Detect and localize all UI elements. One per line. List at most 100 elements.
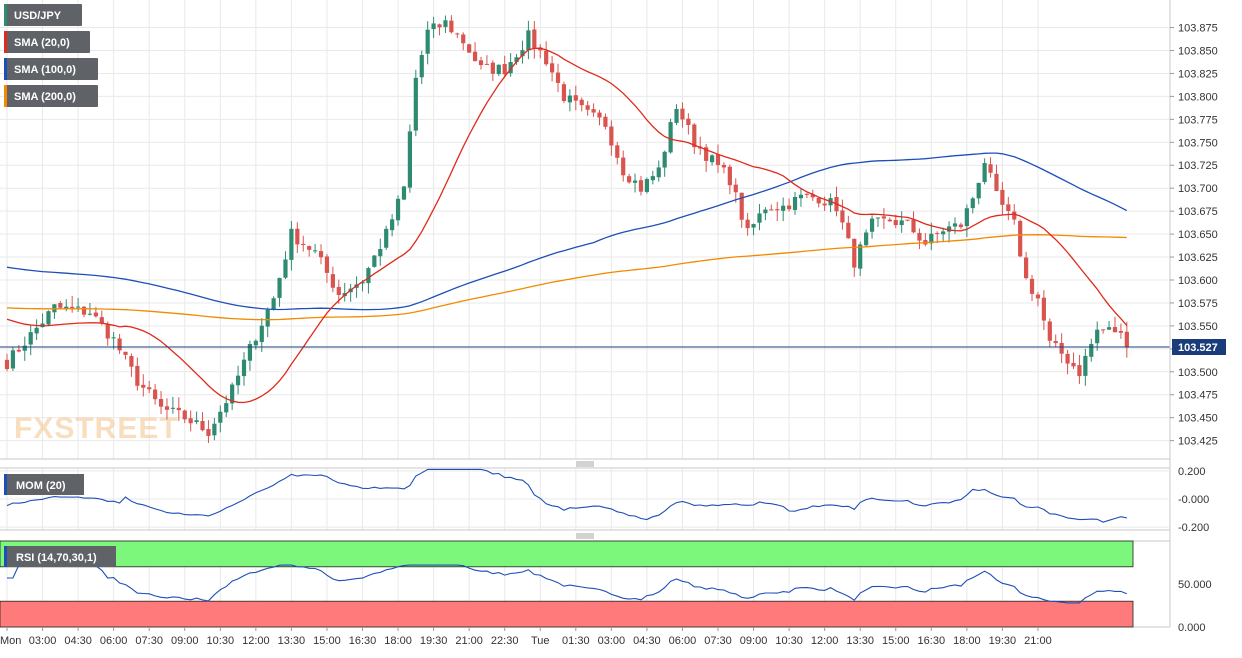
candle-body xyxy=(22,345,27,351)
candle-body xyxy=(153,389,158,400)
candle-body xyxy=(1101,329,1106,331)
legend-item-bg xyxy=(4,4,82,26)
price-tick-label: 103.725 xyxy=(1178,160,1218,172)
candle-body xyxy=(1012,211,1017,220)
candle-body xyxy=(911,219,916,233)
candle-body xyxy=(662,151,667,168)
legend-item: SMA (20,0) xyxy=(4,31,90,53)
candle-body xyxy=(324,256,330,273)
candle-body xyxy=(1065,353,1070,364)
candle-body xyxy=(443,20,448,27)
rsi-line xyxy=(7,564,1128,604)
candle-body xyxy=(188,418,193,424)
rsi-panel: 50.000 0.000 xyxy=(0,540,1212,634)
candle-body xyxy=(692,124,697,148)
legend-color-swatch xyxy=(4,58,7,80)
time-tick-label: 04:30 xyxy=(633,635,661,647)
candle-body xyxy=(792,196,798,210)
candle-body xyxy=(1071,362,1076,367)
candle-body xyxy=(141,384,146,388)
time-tick-label: 19:30 xyxy=(989,635,1017,647)
candle-body xyxy=(176,407,181,411)
price-tick-label: 103.750 xyxy=(1178,137,1218,149)
legend-color-swatch xyxy=(4,4,7,26)
candle-body xyxy=(206,429,211,436)
candle-body xyxy=(16,349,21,352)
candle-body xyxy=(253,340,258,346)
momentum-tick-label: 0.200 xyxy=(1178,466,1206,478)
legend-color-swatch xyxy=(4,31,7,53)
time-tick-label: 10:30 xyxy=(775,635,803,647)
time-tick-label: 03:00 xyxy=(29,635,57,647)
candle-body xyxy=(384,228,389,248)
candle-body xyxy=(567,95,572,103)
time-tick-label: 01:30 xyxy=(562,635,590,647)
candle-body xyxy=(555,72,561,83)
time-tick-label: 18:00 xyxy=(384,635,412,647)
candle-body xyxy=(704,147,709,161)
candle-body xyxy=(550,63,555,73)
candle-body xyxy=(93,312,98,317)
last-price-tag: 103.527 xyxy=(1172,339,1226,356)
candle-body xyxy=(787,205,792,210)
candle-body xyxy=(484,63,490,65)
last-price-value: 103.527 xyxy=(1178,342,1218,354)
price-tick-label: 103.700 xyxy=(1178,183,1218,195)
rsi-legend-swatch xyxy=(4,546,7,567)
candle-body xyxy=(721,164,727,168)
price-tick-label: 103.600 xyxy=(1178,275,1218,287)
candle-body xyxy=(390,219,395,231)
price-axis: 103.875 103.850 103.825 103.800 103.775 103.7… xyxy=(1170,23,1218,448)
rsi-overbought-zone xyxy=(0,540,1134,568)
candle-body xyxy=(881,216,886,219)
candle-body xyxy=(170,407,175,409)
legend-item-bg xyxy=(4,58,98,80)
candle-body xyxy=(632,180,638,183)
candle-body xyxy=(1106,327,1112,330)
rsi-legend-bg xyxy=(4,546,116,567)
time-tick-label: 12:00 xyxy=(811,635,839,647)
rsi-legend-label: RSI (14,70,30,1) xyxy=(16,552,97,564)
momentum-legend-swatch xyxy=(4,474,7,495)
time-tick-label: 09:00 xyxy=(740,635,768,647)
candle-body xyxy=(289,228,294,260)
candle-body xyxy=(733,184,738,193)
candle-body xyxy=(425,29,430,54)
time-tick-label: Mon xyxy=(0,635,21,647)
candle-body xyxy=(277,277,282,298)
candle-body xyxy=(1047,321,1052,341)
candle-body xyxy=(360,282,365,284)
candle-body xyxy=(372,255,377,267)
candle-body xyxy=(1041,297,1046,321)
candle-body xyxy=(76,306,81,308)
candle-body xyxy=(887,219,892,222)
candle-body xyxy=(378,248,383,257)
candle-body xyxy=(875,217,881,219)
candle-body xyxy=(1124,331,1129,348)
candle-body xyxy=(840,210,845,223)
time-tick-label: 03:00 xyxy=(598,635,626,647)
candle-body xyxy=(603,116,608,127)
candle-body xyxy=(259,325,264,343)
momentum-tick-label: -0.000 xyxy=(1178,494,1209,506)
candle-body xyxy=(727,166,732,186)
candle-body xyxy=(194,420,199,422)
candle-body xyxy=(87,313,93,315)
candle-body xyxy=(858,244,863,269)
legend-item-label: SMA (20,0) xyxy=(14,37,70,49)
candle-body xyxy=(686,118,691,125)
pane-resize-handle xyxy=(576,461,594,467)
candle-body xyxy=(994,173,999,192)
candle-body xyxy=(105,324,110,339)
candle-body xyxy=(46,311,51,325)
candle-body xyxy=(775,209,780,211)
time-tick-label: 13:30 xyxy=(846,635,874,647)
candle-body xyxy=(935,233,940,235)
candles xyxy=(4,15,1129,443)
candle-body xyxy=(1029,278,1035,294)
candle-body xyxy=(490,62,495,74)
candle-body xyxy=(638,180,644,192)
candle-body xyxy=(988,164,993,173)
candle-body xyxy=(64,306,69,309)
